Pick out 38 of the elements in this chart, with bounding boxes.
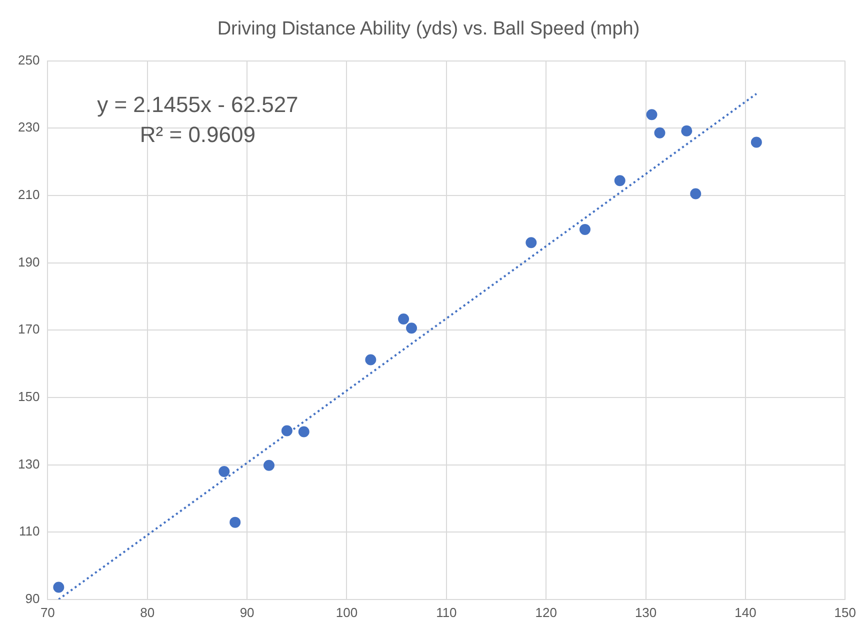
- y-tick-label: 230: [18, 120, 40, 135]
- point: [365, 354, 376, 366]
- point: [579, 224, 590, 235]
- point: [526, 237, 537, 248]
- x-tick-label: 150: [834, 604, 856, 620]
- x-tick-label: 90: [240, 604, 254, 620]
- y-tick-label: 190: [18, 254, 40, 270]
- x-tick-label: 110: [436, 604, 457, 620]
- x-tick-label: 120: [535, 604, 557, 620]
- point: [298, 426, 310, 438]
- point: [230, 516, 241, 528]
- point: [406, 322, 418, 334]
- point: [218, 466, 230, 477]
- x-tick-label: 70: [40, 604, 55, 620]
- chart-title: Driving Distance Ability (yds) vs. Ball Speed (mph): [217, 18, 640, 40]
- y-tick-label: 130: [18, 456, 40, 472]
- x-tick-label: 130: [634, 604, 657, 620]
- point: [690, 188, 702, 200]
- point: [654, 127, 666, 138]
- annotation: R² = 0.9609: [140, 122, 256, 147]
- y-tick-label: 110: [18, 524, 40, 539]
- point: [614, 175, 626, 186]
- y-tick-label: 210: [18, 187, 40, 202]
- y-tick-label: 150: [18, 389, 40, 404]
- y-tick-label: 170: [18, 322, 40, 337]
- point: [681, 125, 692, 136]
- x-tick-label: 100: [336, 604, 358, 620]
- point: [646, 109, 658, 120]
- x-tick-label: 140: [734, 604, 756, 620]
- y-tick-label: 90: [25, 590, 40, 606]
- point: [281, 425, 292, 436]
- point: [750, 136, 762, 148]
- annotation: y = 2.1455x - 62.527: [97, 92, 298, 117]
- point: [398, 313, 410, 324]
- x-tick-label: 80: [140, 604, 155, 620]
- point: [263, 460, 274, 471]
- y-tick-label: 250: [18, 52, 40, 68]
- point: [53, 582, 64, 593]
